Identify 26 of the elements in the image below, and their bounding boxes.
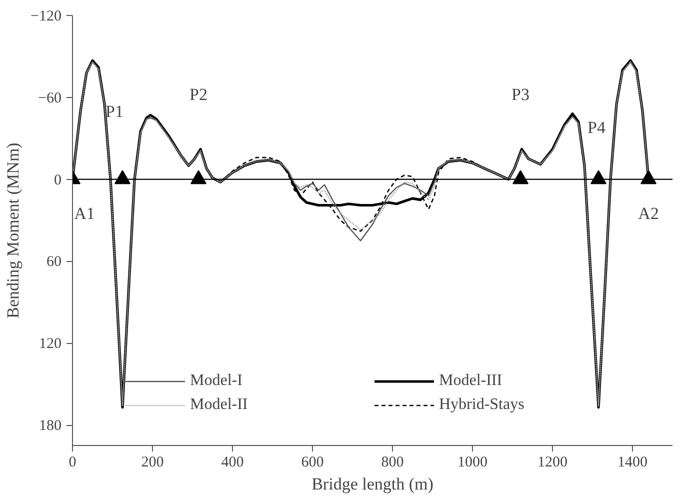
x-tick-label: 800 — [381, 454, 404, 470]
annotation: A1 — [74, 204, 95, 223]
y-tick-label: 180 — [39, 418, 62, 434]
x-tick-label: 1000 — [458, 454, 488, 470]
annotation: P4 — [588, 118, 606, 137]
x-axis-title: Bridge length (m) — [312, 474, 434, 494]
x-tick-label: 1200 — [538, 454, 568, 470]
y-tick-label: −60 — [38, 90, 62, 106]
legend-label: Hybrid-Stays — [439, 396, 526, 414]
annotation: A2 — [638, 204, 659, 223]
legend-label: Model-I — [190, 372, 244, 390]
legend-label: Model-III — [439, 372, 504, 390]
y-tick-label: −120 — [30, 8, 62, 24]
y-tick-label: 0 — [54, 172, 62, 188]
x-tick-label: 1400 — [618, 454, 648, 470]
y-tick-label: 60 — [46, 254, 62, 270]
y-tick-label: 120 — [39, 336, 62, 352]
legend-label: Model-II — [190, 396, 249, 414]
x-tick-label: 600 — [301, 454, 324, 470]
annotation: P3 — [512, 84, 530, 104]
x-tick-label: 0 — [68, 454, 76, 470]
annotation: P2 — [190, 84, 208, 104]
annotation: P1 — [106, 102, 124, 121]
y-axis-title: Bending Moment (MNm) — [4, 142, 23, 318]
x-tick-label: 400 — [221, 454, 244, 470]
x-tick-label: 200 — [141, 454, 164, 470]
